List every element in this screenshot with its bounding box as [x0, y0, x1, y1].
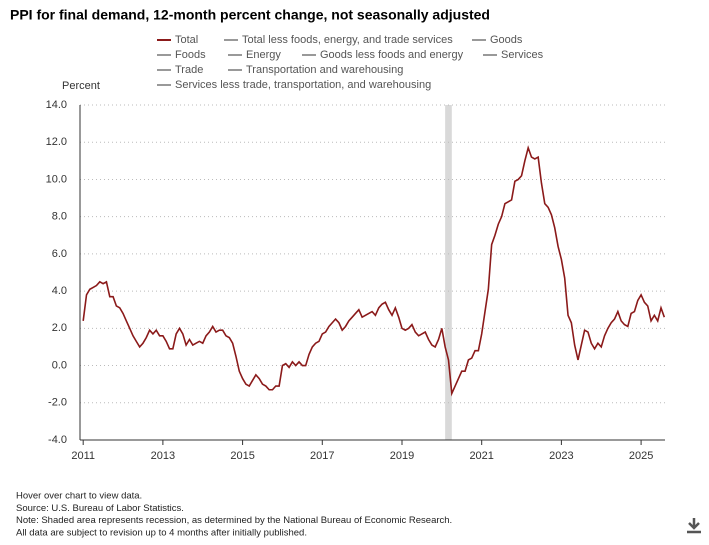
y-tick-label: 4.0 [52, 285, 67, 297]
series-line [82, 145, 666, 397]
x-tick-label: 2013 [151, 450, 175, 462]
legend-label: Total [175, 34, 198, 46]
footnote: Note: Shaded area represents recession, … [16, 515, 452, 526]
recession-band [445, 105, 452, 440]
y-tick-label: 14.0 [46, 99, 67, 111]
footnote: All data are subject to revision up to 4… [16, 527, 307, 538]
y-tick-label: 2.0 [52, 322, 67, 334]
legend-label: Services [501, 49, 544, 61]
x-tick-label: 2021 [469, 450, 493, 462]
footnote: Hover over chart to view data. [16, 491, 142, 502]
legend-label: Energy [246, 49, 281, 61]
x-tick-label: 2015 [230, 450, 254, 462]
y-tick-label: 8.0 [52, 211, 67, 223]
download-icon[interactable] [684, 515, 704, 535]
x-tick-label: 2019 [390, 450, 414, 462]
legend-label: Foods [175, 49, 206, 61]
chart-title: PPI for final demand, 12-month percent c… [10, 7, 490, 23]
legend-label: Services less trade, transportation, and… [175, 79, 431, 91]
x-tick-label: 2023 [549, 450, 573, 462]
legend-label: Goods [490, 34, 523, 46]
y-tick-label: 10.0 [46, 173, 67, 185]
x-tick-label: 2025 [629, 450, 653, 462]
y-tick-label: -2.0 [48, 397, 67, 409]
y-tick-label: -4.0 [48, 434, 67, 446]
footnote: Source: U.S. Bureau of Labor Statistics. [16, 503, 184, 514]
legend-label: Trade [175, 64, 203, 76]
y-tick-label: 0.0 [52, 359, 67, 371]
x-tick-label: 2011 [71, 450, 95, 462]
legend-label: Transportation and warehousing [246, 64, 403, 76]
y-tick-label: 12.0 [46, 136, 67, 148]
download-arrow [687, 518, 701, 534]
legend-label: Goods less foods and energy [320, 49, 464, 61]
x-tick-label: 2017 [310, 450, 334, 462]
y-axis-label: Percent [62, 80, 100, 92]
legend-label: Total less foods, energy, and trade serv… [242, 34, 453, 46]
y-tick-label: 6.0 [52, 248, 67, 260]
